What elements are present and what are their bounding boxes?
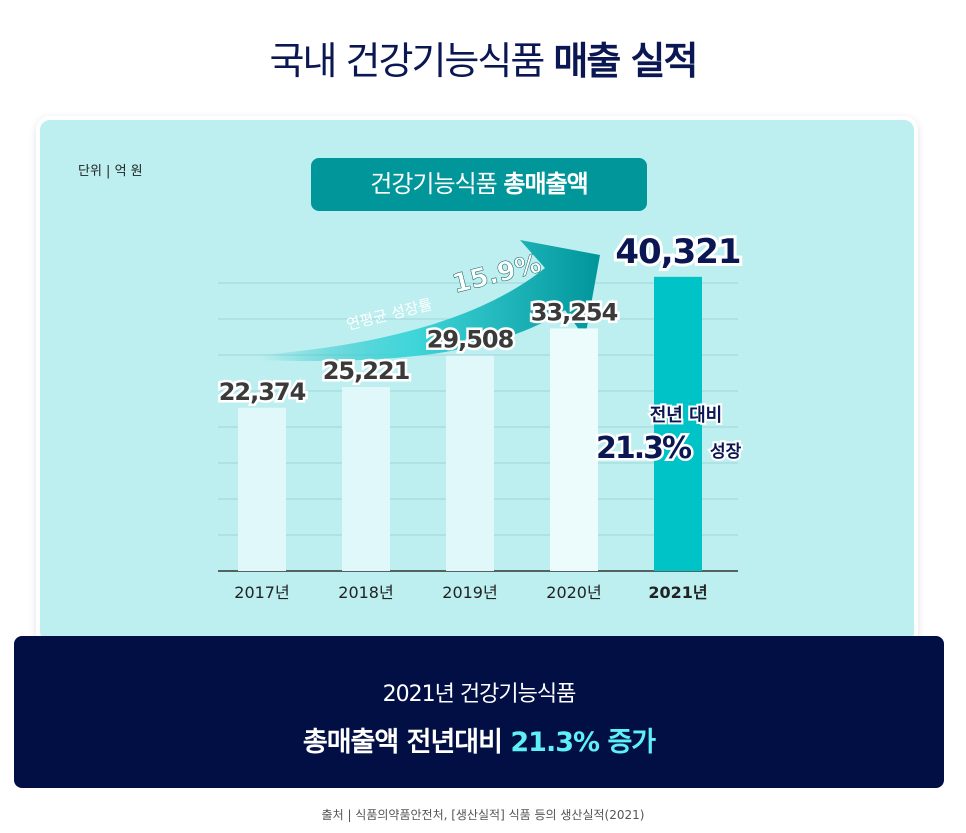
summary-highlight: 21.3% 증가 — [510, 727, 656, 758]
annotation-pct: 21.3% — [596, 431, 692, 466]
source-note: 출처 | 식품의약품안전처, [생산실적] 식품 등의 생산실적(2021) — [321, 808, 645, 822]
summary-line1: 2021년 건강기능식품 — [382, 682, 577, 707]
pill-normal: 건강기능식품 — [370, 170, 497, 198]
x-tick-label: 2019년 — [442, 583, 497, 602]
x-tick-label: 2018년 — [338, 583, 393, 602]
growth-arrow-icon — [260, 240, 600, 362]
summary-prefix: 총매출액 전년대비 — [302, 727, 503, 758]
bar-2018년 — [342, 387, 390, 571]
annotation-line1: 전년 대비 — [650, 405, 723, 426]
value-label: 33,254 — [531, 298, 618, 326]
bar-chart: 22,374 2017년 25,221 2018년 29,508 2019년 33,254 2… — [216, 229, 744, 602]
annotation-suffix: 성장 — [710, 442, 742, 462]
pill-bold: 총매출액 — [503, 170, 588, 198]
chart-title-pill: 건강기능식품 총매출액 — [311, 158, 647, 211]
page-title: 국내 건강기능식품 매출 실적 — [0, 30, 966, 85]
x-tick-label: 2021년 — [648, 583, 707, 602]
bar-2017년 — [238, 407, 286, 571]
value-label: 25,221 — [323, 357, 410, 385]
title-bold: 매출 실적 — [553, 39, 698, 83]
value-label: 29,508 — [427, 326, 514, 354]
x-tick-label: 2017년 — [234, 583, 289, 602]
value-label: 40,321 — [615, 232, 740, 272]
bar-2021년 — [654, 276, 702, 571]
unit-label: 단위 | 억 원 — [78, 164, 143, 179]
value-label: 22,374 — [219, 378, 306, 406]
bar-2020년 — [550, 328, 598, 571]
summary-line2: 총매출액 전년대비 21.3% 증가 — [14, 720, 944, 759]
x-tick-label: 2020년 — [546, 583, 601, 602]
summary-box: 2021년 건강기능식품 총매출액 전년대비 21.3% 증가 — [14, 636, 944, 788]
bar-2019년 — [446, 355, 494, 571]
title-normal: 국내 건강기능식품 — [269, 39, 546, 83]
